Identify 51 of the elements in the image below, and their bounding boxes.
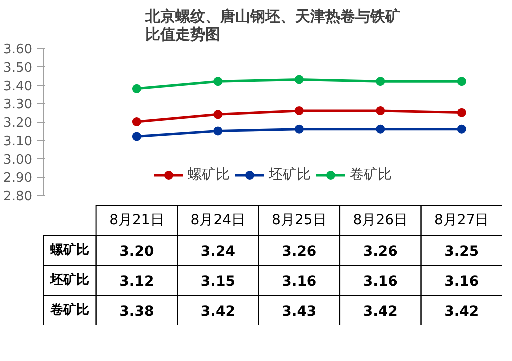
text: 坯矿比 <box>50 273 90 288</box>
point <box>132 118 142 126</box>
data-label: 3.38 <box>120 304 154 320</box>
chart-title: 北京螺纹、唐山钢坯、天津热卷与铁矿比值走势图 <box>144 8 400 44</box>
data-label: 3.42 <box>444 304 480 320</box>
data-label: 3.16 <box>444 274 480 290</box>
point <box>294 75 304 84</box>
legend-label: 螺矿比 <box>188 166 230 184</box>
point <box>132 84 142 94</box>
y-tick-label: 3.10 <box>4 134 33 150</box>
y-tick-label: 2.80 <box>4 190 33 204</box>
data-label: 3.20 <box>120 244 154 260</box>
point <box>457 108 466 118</box>
data-label: 3.16 <box>282 274 317 290</box>
x-tick-label: 8月25日 <box>272 212 327 228</box>
legend-label: 坯矿比 <box>269 166 311 184</box>
point <box>457 77 466 86</box>
data-label: 3.25 <box>444 244 480 260</box>
legend-label: 卷矿比 <box>350 166 392 184</box>
data-label: 3.16 <box>363 274 398 290</box>
y-tick-label: 3.60 <box>4 42 33 58</box>
point <box>294 124 304 134</box>
y-tick-label: 2.90 <box>4 171 33 186</box>
data-label: 3.15 <box>200 274 236 290</box>
x-tick-label: 8月21日 <box>110 212 164 228</box>
x-tick-label: 8月24日 <box>190 212 246 228</box>
data-label: 3.42 <box>200 304 236 320</box>
point <box>132 132 142 142</box>
point <box>214 77 223 86</box>
text: 螺矿比 <box>50 243 90 258</box>
point <box>457 124 466 134</box>
point <box>376 124 386 134</box>
y-tick-label: 3.50 <box>4 60 33 76</box>
y-tick-label: 3.20 <box>4 116 33 131</box>
data-label: 3.26 <box>282 244 317 260</box>
text: 卷矿比 <box>50 303 90 318</box>
y-tick-label: 3.40 <box>4 79 33 94</box>
y-tick-label: 3.00 <box>4 152 33 168</box>
data-label: 3.12 <box>120 274 154 290</box>
x-tick-label: 8月27日 <box>434 212 490 228</box>
point <box>294 106 304 116</box>
point <box>376 106 386 116</box>
point <box>376 77 386 86</box>
data-label: 3.24 <box>200 244 236 260</box>
data-label: 3.42 <box>363 304 398 320</box>
data-label: 3.26 <box>363 244 398 260</box>
point <box>214 126 223 136</box>
x-tick-label: 8月26日 <box>353 212 408 228</box>
y-tick-label: 3.30 <box>4 98 33 113</box>
point <box>214 110 223 120</box>
data-label: 3.43 <box>282 304 317 320</box>
